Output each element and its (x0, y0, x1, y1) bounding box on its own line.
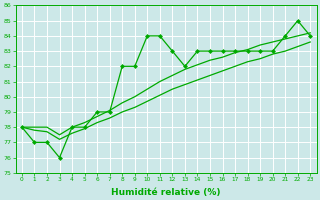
X-axis label: Humidité relative (%): Humidité relative (%) (111, 188, 221, 197)
